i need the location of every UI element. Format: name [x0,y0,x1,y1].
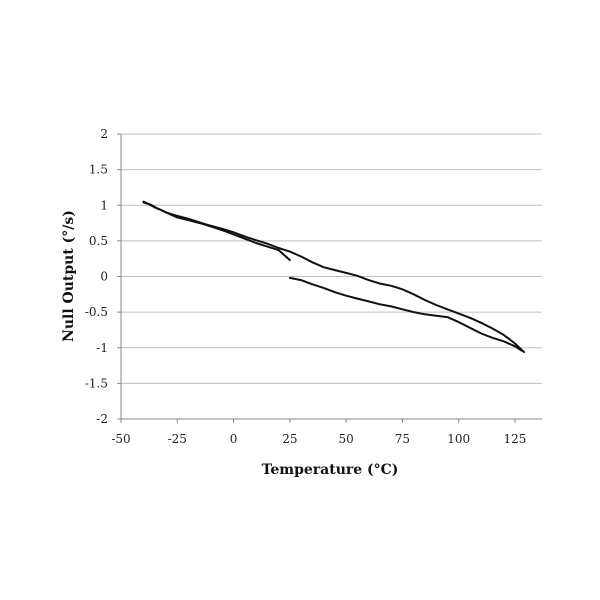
y-tick-label: 2 [100,127,108,141]
x-tick-label: 100 [447,432,470,446]
y-tick-label: -2 [96,412,108,426]
series-line-1 [142,200,291,262]
x-tick-label: 75 [395,432,410,446]
x-tick-label: 0 [230,432,238,446]
grid-lines [121,133,542,384]
y-tick-label: -1 [96,341,108,355]
x-axis-title: Temperature (°C) [262,462,399,478]
series-line-3 [288,276,523,352]
y-axis-title: Null Output (°/s) [61,210,77,342]
x-tick-label: -50 [111,432,130,446]
y-tick-label: 1.5 [89,163,108,177]
x-tick-label: 50 [338,432,353,446]
series-line-2 [142,201,525,353]
y-tick-label: -1.5 [85,376,108,390]
y-tick-label: 0 [100,270,108,284]
axes [117,133,542,423]
series-lines [142,200,525,353]
x-tick-label: 25 [282,432,297,446]
y-tick-label: 1 [100,198,108,212]
y-tick-label: -0.5 [85,305,108,319]
y-tick-label: 0.5 [89,234,108,248]
x-tick-label: 125 [504,432,527,446]
x-tick-label: -25 [168,432,187,446]
tick-labels: -2 -1.5 -1 -0.5 0 0.5 1 1.5 2 -50 -25 0 25 50 75 100 125 [85,127,527,446]
